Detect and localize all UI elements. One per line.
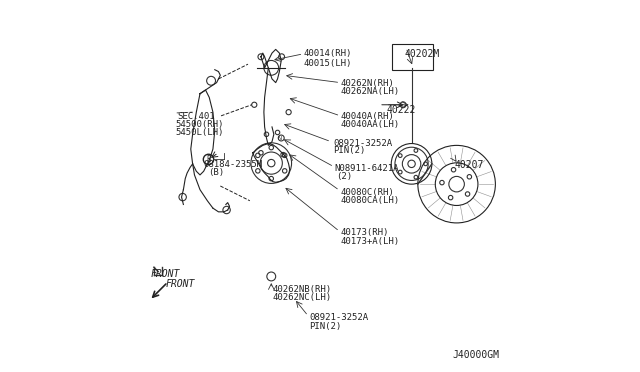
Text: 40262NB(RH): 40262NB(RH) — [272, 285, 331, 294]
Text: FRONT: FRONT — [151, 269, 180, 279]
Text: B: B — [206, 155, 211, 164]
Text: 08921-3252A: 08921-3252A — [309, 313, 368, 323]
Text: (2): (2) — [337, 172, 353, 181]
Text: J40000GM: J40000GM — [452, 350, 499, 360]
Text: 08184-2355M: 08184-2355M — [204, 160, 263, 169]
Text: 40262NC(LH): 40262NC(LH) — [272, 293, 331, 302]
Text: N: N — [277, 135, 282, 141]
Text: 40262NA(LH): 40262NA(LH) — [340, 87, 399, 96]
Text: PIN(2): PIN(2) — [309, 321, 341, 330]
Text: 08921-3252A: 08921-3252A — [333, 139, 392, 148]
Text: 40040A(RH): 40040A(RH) — [340, 112, 394, 121]
Text: 40173(RH): 40173(RH) — [340, 228, 388, 237]
FancyBboxPatch shape — [392, 44, 433, 70]
Text: 5450L(LH): 5450L(LH) — [175, 128, 223, 137]
Text: 54500(RH): 54500(RH) — [175, 120, 223, 129]
Text: 40014(RH): 40014(RH) — [303, 49, 352, 58]
Text: (B): (B) — [209, 168, 225, 177]
Text: 40262N(RH): 40262N(RH) — [340, 79, 394, 88]
Text: 40080CA(LH): 40080CA(LH) — [340, 196, 399, 205]
Text: 40040AA(LH): 40040AA(LH) — [340, 120, 399, 129]
Text: 40015(LH): 40015(LH) — [303, 59, 352, 68]
Text: FRONT: FRONT — [166, 279, 195, 289]
Text: 40173+A(LH): 40173+A(LH) — [340, 237, 399, 246]
Text: 40202M: 40202M — [405, 49, 440, 60]
Text: N08911-6421A: N08911-6421A — [335, 164, 399, 173]
Text: 40080C(RH): 40080C(RH) — [340, 188, 394, 197]
Text: 40207: 40207 — [455, 160, 484, 170]
Text: 40222: 40222 — [387, 105, 416, 115]
Text: SEC.401: SEC.401 — [178, 112, 216, 121]
Text: PIN(2): PIN(2) — [333, 146, 365, 155]
